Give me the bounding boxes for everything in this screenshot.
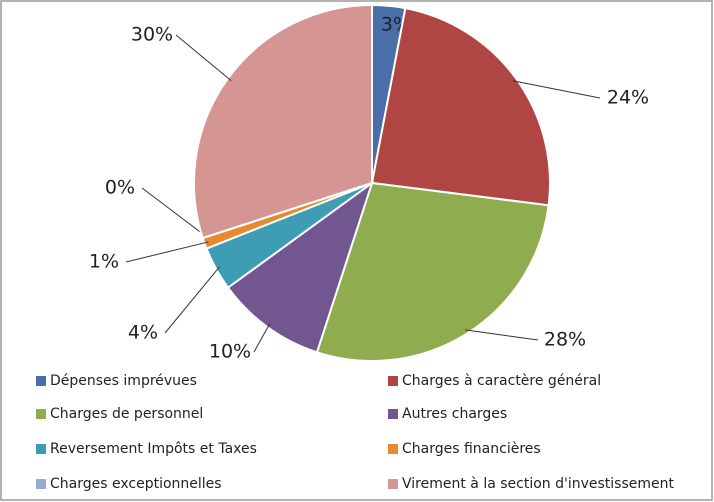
data-label: 10% [209,341,251,363]
data-label: 4% [128,322,158,344]
pie-slice [315,181,550,362]
legend-label: Charges exceptionnelles [50,476,222,492]
leader-line [164,266,220,334]
data-label: 24% [607,87,649,109]
leader-line [175,34,232,82]
legend-swatch [36,479,46,489]
legend-label: Charges à caractère général [402,373,601,389]
legend-swatch [388,479,398,489]
data-label: 0% [105,177,135,199]
legend-label: Reversement Impôts et Taxes [50,441,257,457]
data-label: 1% [89,251,119,273]
pie-slice [370,6,551,207]
leader-line [141,187,207,238]
legend-swatch [388,376,398,386]
legend-label: Autres charges [402,406,507,422]
legend-label: Virement à la section d'investissement [402,476,674,492]
legend-swatch [36,376,46,386]
legend-swatch [388,409,398,419]
leader-line [465,329,539,341]
data-label: 28% [544,329,586,351]
data-label: 30% [131,24,173,46]
leader-line [125,241,209,263]
leader-line [253,323,271,353]
legend-swatch [36,409,46,419]
leader-line [512,80,601,99]
legend-swatch [388,444,398,454]
legend-label: Charges financières [402,441,541,457]
legend-label: Dépenses imprévues [50,373,197,389]
legend-label: Charges de personnel [50,406,203,422]
legend-swatch [36,444,46,454]
